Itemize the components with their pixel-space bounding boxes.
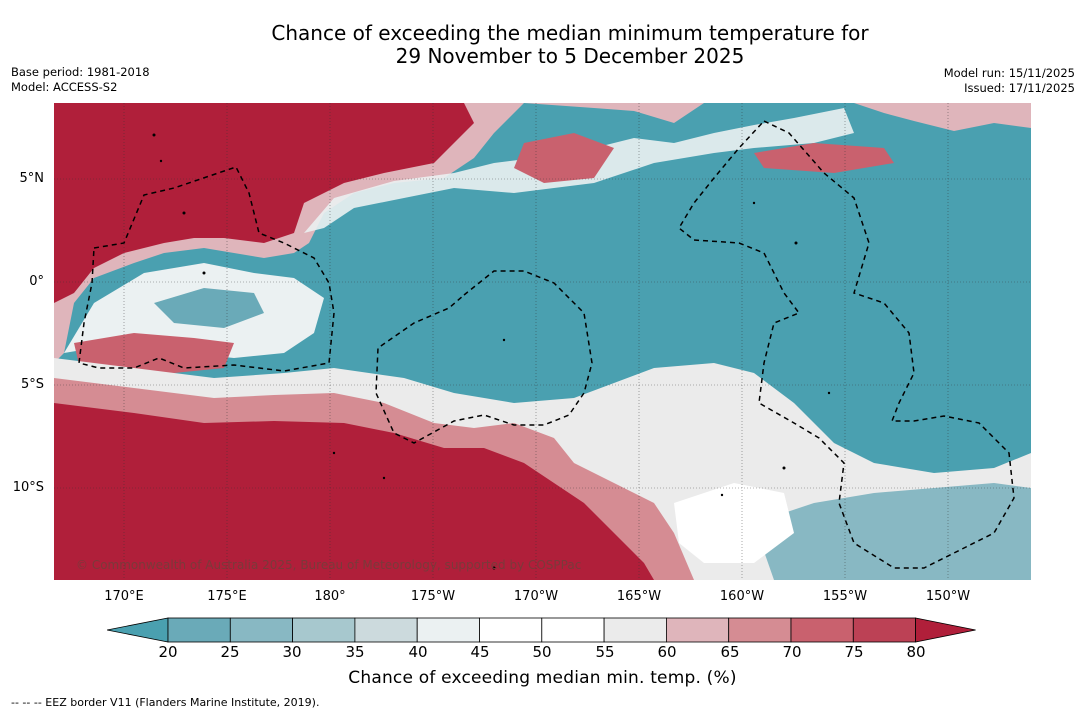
colorbar-segment-60 (666, 617, 730, 643)
colorbar-segment-25 (229, 617, 294, 643)
west-cool-patch (154, 288, 264, 328)
lon-label-175e: 175°E (207, 589, 247, 604)
lat-label-5n: 5°N (19, 171, 45, 186)
map-title-line-1: Chance of exceeding the median minimum t… (271, 21, 869, 45)
colorbar (107, 617, 976, 643)
graticule (54, 103, 1031, 580)
lat-label-5s: 5°S (20, 377, 44, 392)
colorbar-tick-25: 25 (220, 643, 240, 661)
model-info: Base period: 1981-2018 Model: ACCESS-S2 (11, 65, 150, 95)
colorbar-tick-20: 20 (158, 643, 178, 661)
colorbar-segment-30 (292, 617, 356, 643)
colorbar-segment-50 (541, 617, 605, 643)
lon-label-155w: 155°W (822, 589, 868, 604)
colorbar-extend-high (915, 617, 976, 643)
lat-label-0: 0° (29, 274, 44, 289)
colorbar-segment-65 (728, 617, 792, 643)
lon-label-175w: 175°W (410, 589, 456, 604)
colorbar-extend-low (107, 617, 169, 643)
colorbar-segment-20 (167, 617, 231, 643)
west-warm-patch (74, 333, 234, 373)
colorbar-tick-70: 70 (782, 643, 802, 661)
lon-label-170w: 170°W (513, 589, 559, 604)
colorbar-segment-45 (479, 617, 543, 643)
eez-footnote: -- -- -- EEZ border V11 (Flanders Marine… (11, 696, 320, 709)
north-strong-warm (54, 103, 474, 303)
north-mid-warm-2 (754, 143, 894, 173)
colorbar-tick-35: 35 (345, 643, 365, 661)
lat-label-10s: 10°S (12, 480, 44, 495)
colorbar-tick-80: 80 (906, 643, 926, 661)
lon-label-165w: 165°W (616, 589, 662, 604)
colorbar-segment-70 (790, 617, 854, 643)
map-title-line-2: 29 November to 5 December 2025 (395, 44, 745, 68)
island-dots (152, 133, 831, 570)
copyright-notice: © Commonwealth of Australia 2025, Bureau… (76, 558, 582, 572)
eez-borders (78, 120, 1015, 569)
run-info: Model run: 15/11/2025 Issued: 17/11/2025 (944, 66, 1075, 96)
probability-map: © Commonwealth of Australia 2025, Bureau… (54, 103, 1031, 580)
north-mid-warm-1 (514, 133, 614, 183)
lon-label-180: 180° (314, 589, 346, 604)
model-run-date: Model run: 15/11/2025 (943, 66, 1075, 80)
colorbar-tick-45: 45 (470, 643, 490, 661)
southeast-neutral-patch (674, 483, 794, 563)
colorbar-tick-55: 55 (595, 643, 615, 661)
colorbar-tick-30: 30 (282, 643, 302, 661)
model-name: Model: ACCESS-S2 (11, 80, 118, 94)
colorbar-segment-35 (354, 617, 418, 643)
colorbar-tick-40: 40 (408, 643, 428, 661)
colorbar-segment-75 (852, 617, 916, 643)
colorbar-tick-60: 60 (657, 643, 677, 661)
colorbar-tick-50: 50 (532, 643, 552, 661)
lon-label-170e: 170°E (104, 589, 144, 604)
issued-date: Issued: 17/11/2025 (964, 81, 1075, 95)
colorbar-segment-55 (603, 617, 667, 643)
colorbar-tick-65: 65 (720, 643, 740, 661)
lon-label-150w: 150°W (925, 589, 971, 604)
south-strong-warm (54, 403, 654, 580)
base-period: Base period: 1981-2018 (11, 65, 150, 79)
southeast-cool-patch (754, 483, 1031, 580)
colorbar-label: Chance of exceeding median min. temp. (%… (348, 668, 737, 688)
colorbar-tick-75: 75 (844, 643, 864, 661)
lon-label-160w: 160°W (719, 589, 765, 604)
colorbar-segment-40 (416, 617, 480, 643)
map-field (54, 103, 1031, 580)
